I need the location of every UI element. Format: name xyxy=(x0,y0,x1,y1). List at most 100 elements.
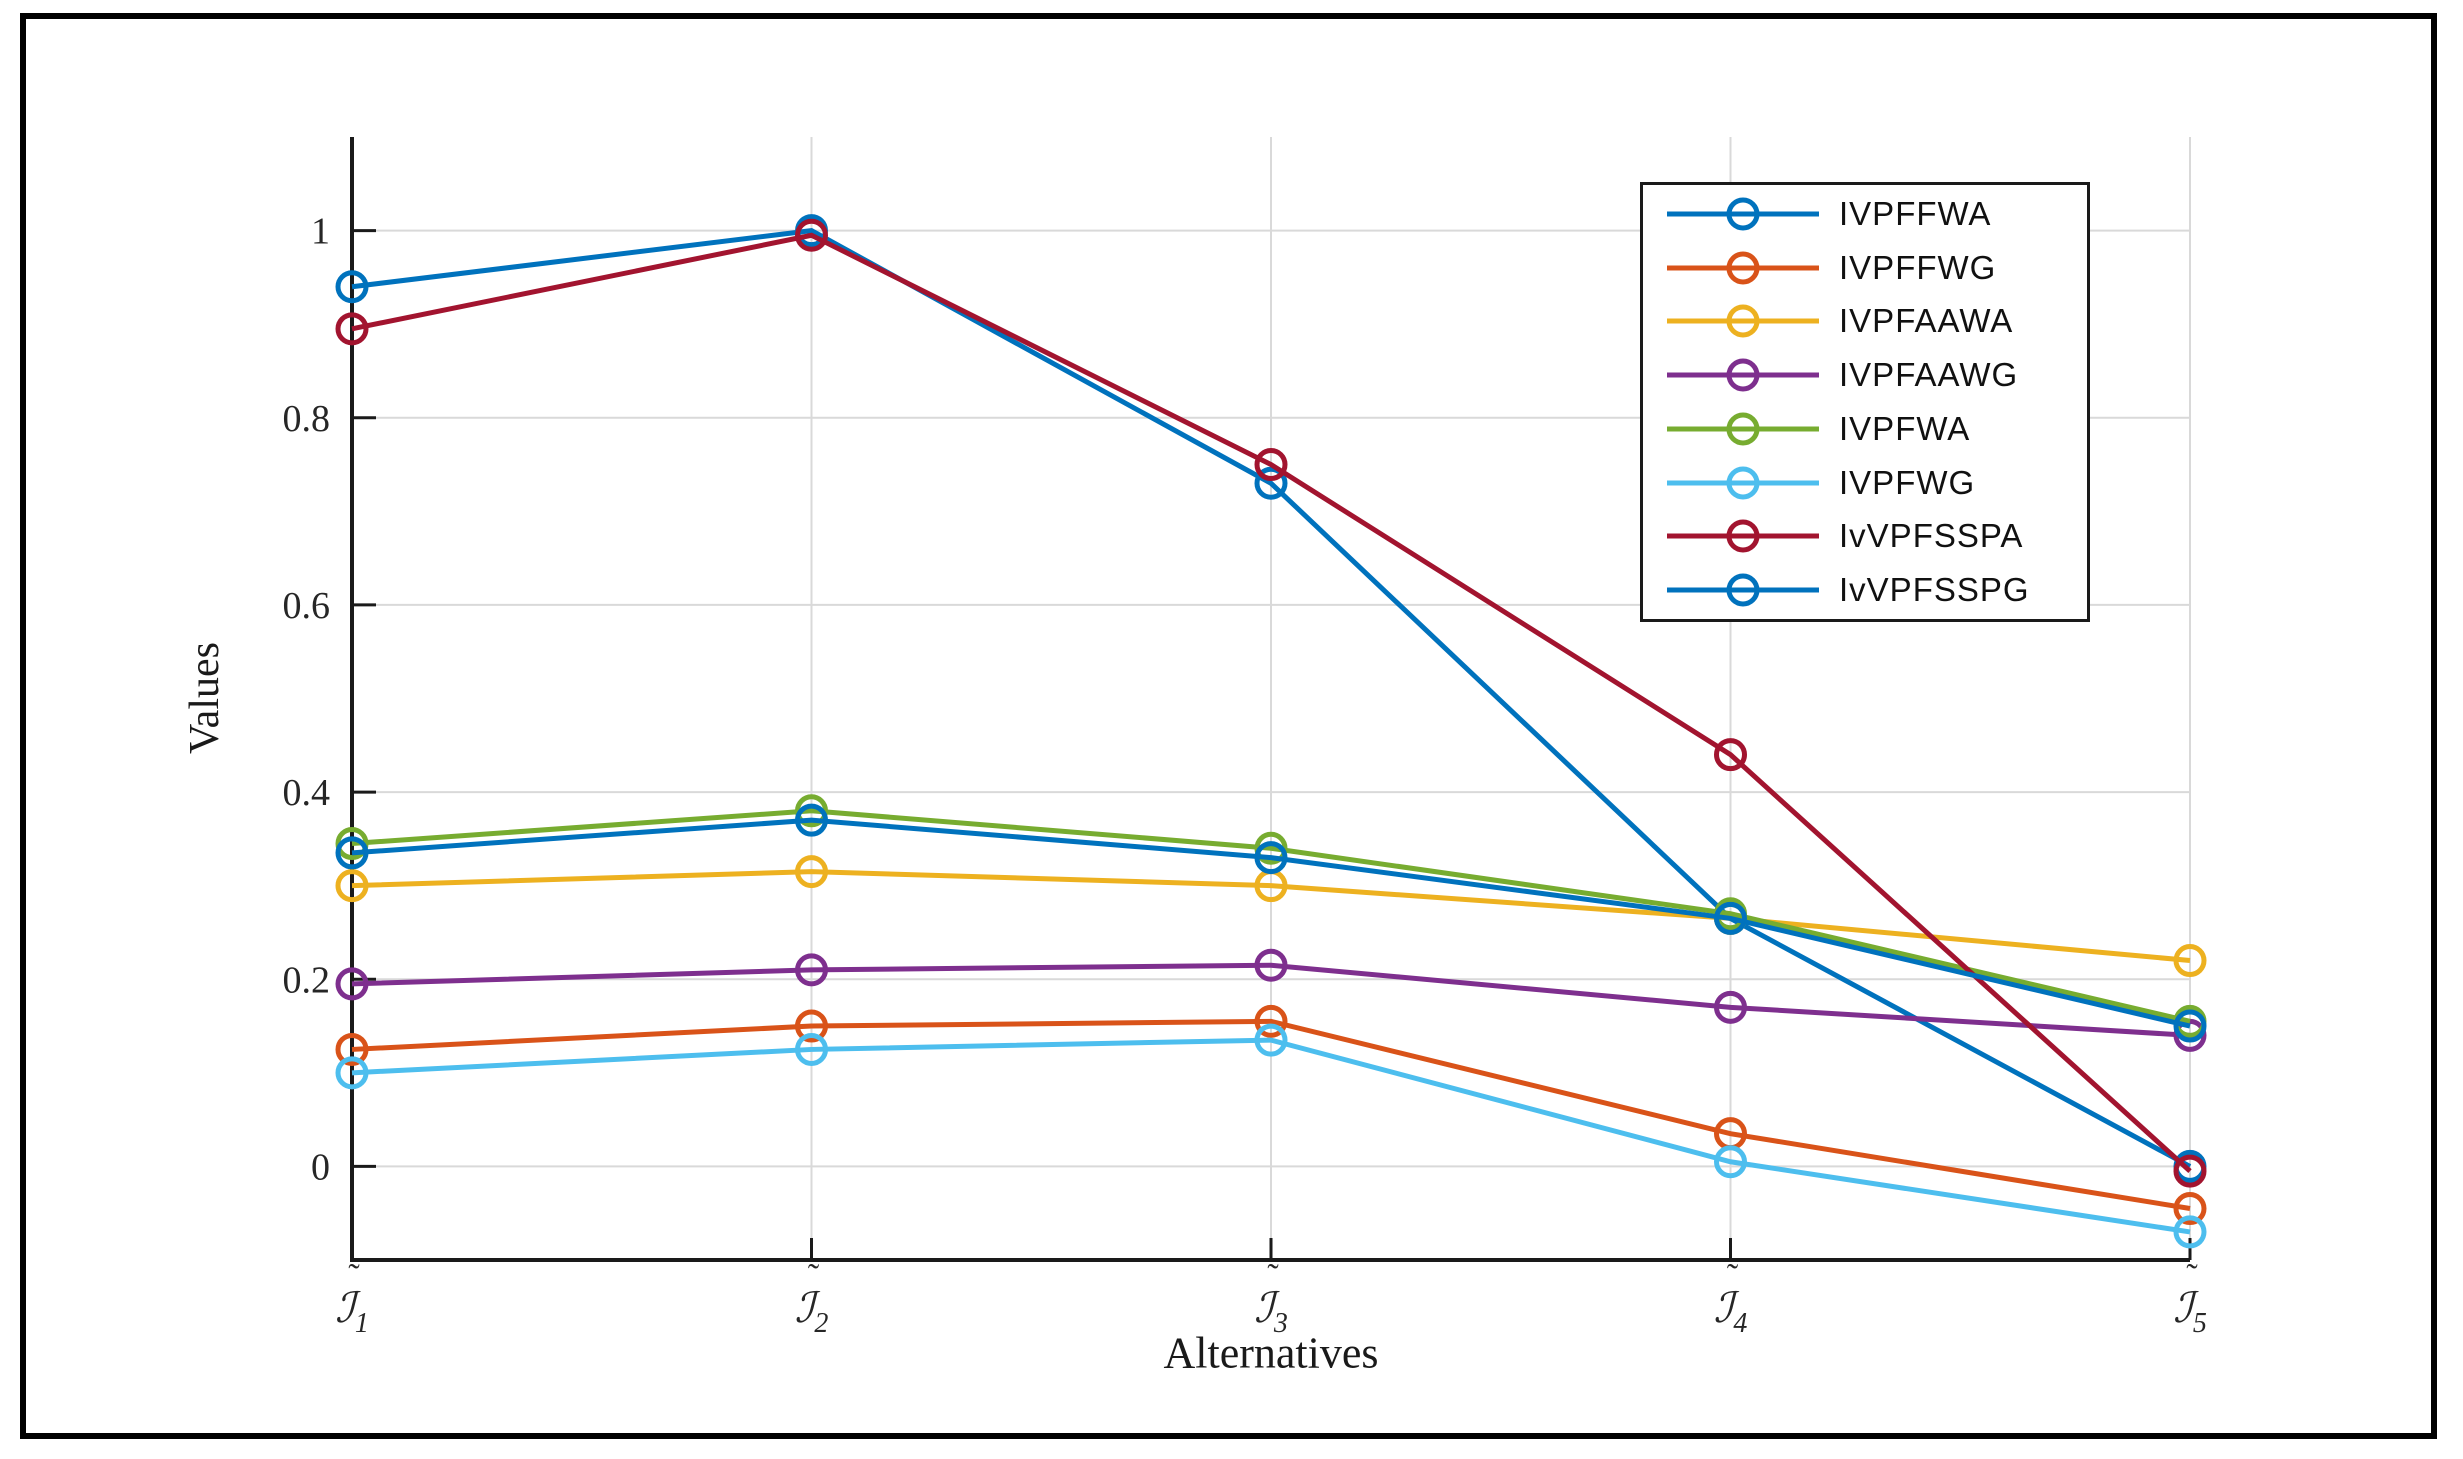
data-point-marker xyxy=(1254,466,1288,500)
data-point-marker xyxy=(1254,841,1288,875)
y-tick-label: 0.2 xyxy=(283,959,331,1001)
legend-item-label: IVPFAAWA xyxy=(1839,302,2014,340)
data-point-marker xyxy=(1254,1023,1288,1057)
legend-item-IVPFWA: IVPFWA xyxy=(1643,403,2087,455)
data-point-marker xyxy=(795,794,828,828)
data-point-marker xyxy=(335,827,369,861)
legend-line-marker-icon xyxy=(1667,573,1819,607)
legend-marker-icon xyxy=(1726,358,1760,392)
data-point-marker xyxy=(1714,990,1747,1024)
legend-item-IVPFAAWA: IVPFAAWA xyxy=(1643,295,2087,347)
legend-item-IvVPFSSPA: IvVPFSSPA xyxy=(1643,510,2087,562)
data-point-marker xyxy=(335,1056,369,1090)
legend-item-label: IvVPFSSPA xyxy=(1839,517,2024,555)
data-point-marker xyxy=(795,1009,828,1043)
data-point-marker xyxy=(795,803,828,837)
data-point-marker xyxy=(1254,831,1288,865)
data-point-marker xyxy=(795,218,828,252)
x-tick-label: ℐ2 xyxy=(795,1286,829,1339)
legend-item-IVPFFWG: IVPFFWG xyxy=(1643,242,2087,294)
data-point-marker xyxy=(795,1032,828,1066)
y-tick-label: 0.6 xyxy=(283,585,331,627)
series-line xyxy=(351,808,2191,1024)
series-line xyxy=(351,232,2192,1173)
y-tick-label: 1 xyxy=(311,211,330,253)
series-IVPFAAWA xyxy=(335,855,2207,978)
legend-item-label: IVPFWG xyxy=(1839,463,1976,501)
data-point-marker xyxy=(1254,1004,1288,1038)
data-point-marker xyxy=(795,953,828,987)
legend-item-label: IVPFWA xyxy=(1839,409,1971,447)
data-point-marker xyxy=(2173,1018,2207,1052)
data-point-marker xyxy=(335,836,369,870)
x-tick-accent: ˜ xyxy=(808,1258,820,1295)
x-tick-label: ℐ4 xyxy=(1714,1286,1748,1339)
legend-line-marker-icon xyxy=(1667,358,1819,392)
x-tick-labels: ˜ℐ1˜ℐ2˜ℐ3˜ℐ4˜ℐ5 xyxy=(335,1258,2207,1339)
series-IVPFWG xyxy=(335,1023,2207,1249)
data-point-marker xyxy=(1714,1145,1747,1179)
y-tick-label: 0.4 xyxy=(283,772,331,814)
series-line xyxy=(351,962,2191,1038)
legend-marker-icon xyxy=(1726,519,1760,553)
legend-item-IVPFWG: IVPFWG xyxy=(1643,457,2087,509)
y-tick-label: 0 xyxy=(311,1146,330,1188)
series-IVPFFWG xyxy=(335,1004,2207,1226)
data-point-marker xyxy=(2173,1009,2207,1043)
legend-marker-icon xyxy=(1726,251,1760,285)
data-point-marker xyxy=(335,967,369,1001)
legend-item-label: IVPFFWG xyxy=(1839,248,1997,286)
x-tick-label: ℐ1 xyxy=(335,1286,369,1339)
series-line xyxy=(351,869,2191,964)
data-point-marker xyxy=(2173,944,2207,978)
legend-marker-icon xyxy=(1726,304,1760,338)
legend-item-IvVPFSSPG: IvVPFSSPG xyxy=(1643,564,2087,616)
series-IVPFFWA xyxy=(335,214,2207,1183)
data-point-marker xyxy=(2173,1215,2207,1249)
legend-marker-icon xyxy=(1726,573,1760,607)
legend: IVPFFWA IVPFFWG IVPFAAWA IVPFAAWG IVPFWA IVPF… xyxy=(1640,182,2090,622)
legend-line-marker-icon xyxy=(1667,519,1819,553)
data-point-marker xyxy=(335,1032,369,1066)
series-line xyxy=(351,1037,2191,1235)
legend-marker-icon xyxy=(1726,412,1760,446)
legend-item-IVPFAAWG: IVPFAAWG xyxy=(1643,349,2087,401)
legend-line-marker-icon xyxy=(1667,466,1819,500)
x-tick-accent: ˜ xyxy=(348,1258,360,1295)
legend-marker-icon xyxy=(1726,197,1760,231)
series-line xyxy=(351,817,2191,1029)
legend-line-marker-icon xyxy=(1667,197,1819,231)
series-IvVPFSSPG xyxy=(335,803,2207,1043)
y-axis-label: Values xyxy=(182,642,228,754)
legend-item-label: IVPFFWA xyxy=(1839,194,1992,232)
legend-marker-icon xyxy=(1726,466,1760,500)
data-point-marker xyxy=(1714,738,1747,772)
data-point-marker xyxy=(795,855,828,889)
series-line xyxy=(351,228,2192,1169)
y-tick-labels: 0 0.2 0.4 0.6 0.8 1 xyxy=(283,211,331,1189)
data-point-marker xyxy=(1254,448,1288,482)
x-axis-label: Alternatives xyxy=(1163,1328,1379,1378)
data-point-marker xyxy=(335,869,369,903)
legend-line-marker-icon xyxy=(1667,412,1819,446)
legend-line-marker-icon xyxy=(1667,251,1819,285)
data-point-marker xyxy=(335,270,369,304)
data-point-marker xyxy=(2173,1154,2207,1188)
series-IvVPFSSPA xyxy=(335,218,2207,1188)
data-point-marker xyxy=(335,312,369,346)
data-point-marker xyxy=(2173,1192,2207,1226)
legend-item-IVPFFWA: IVPFFWA xyxy=(1643,188,2087,240)
x-tick-accent: ˜ xyxy=(1267,1258,1279,1295)
data-point-marker xyxy=(1714,901,1747,935)
legend-line-marker-icon xyxy=(1667,304,1819,338)
x-tick-accent: ˜ xyxy=(1727,1258,1739,1295)
x-tick-accent: ˜ xyxy=(2186,1258,2198,1295)
data-point-marker xyxy=(1254,948,1288,982)
series-line xyxy=(351,1018,2191,1211)
series-IVPFAAWG xyxy=(335,948,2207,1052)
x-tick-label: ℐ5 xyxy=(2173,1286,2207,1339)
legend-item-label: IVPFAAWG xyxy=(1839,356,2019,394)
legend-item-label: IvVPFSSPG xyxy=(1839,571,2030,609)
y-tick-label: 0.8 xyxy=(283,398,331,440)
